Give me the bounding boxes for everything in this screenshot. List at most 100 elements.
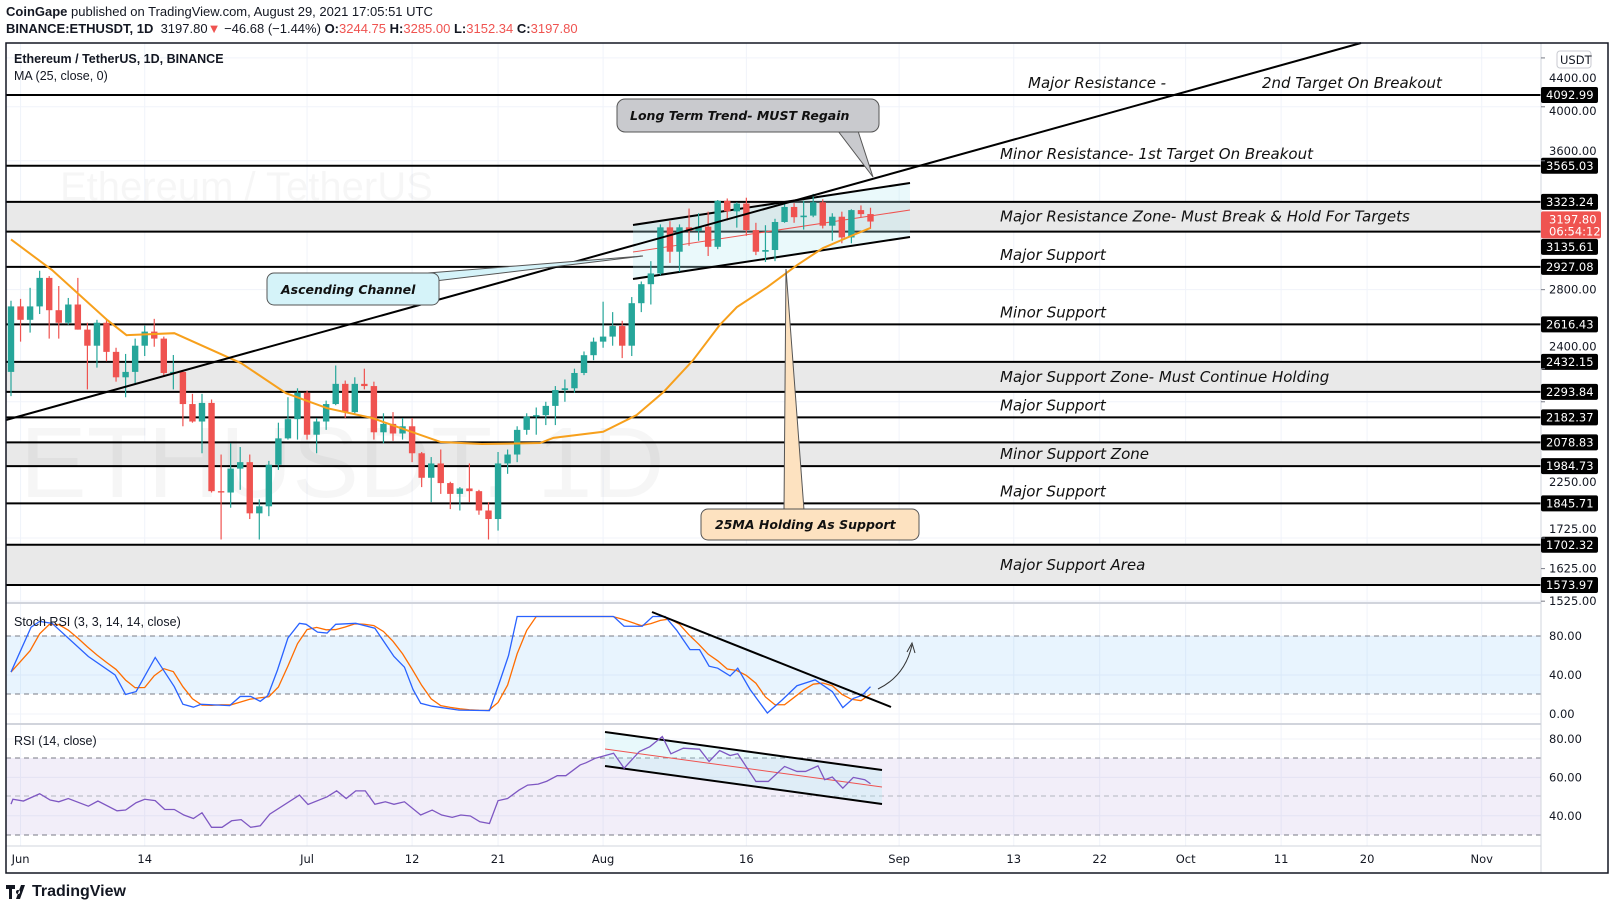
candle[interactable] [838, 211, 846, 244]
legend-ma[interactable]: MA (25, close, 0) [14, 69, 108, 83]
candle[interactable] [810, 193, 817, 218]
candle[interactable] [647, 261, 655, 305]
candle[interactable] [256, 499, 263, 540]
stoch-drawings[interactable] [651, 611, 916, 708]
candle[interactable] [437, 449, 444, 494]
candle[interactable] [351, 377, 358, 415]
candle[interactable] [666, 221, 674, 263]
currency-button-box[interactable] [1556, 50, 1592, 69]
candle[interactable] [237, 447, 244, 490]
candle[interactable] [198, 393, 206, 454]
time-axis[interactable]: Jun 14 Jul 12 21 Aug 16 Sep 13 22 Oct 11 20 Nov [11, 852, 1494, 866]
candle[interactable] [580, 351, 588, 376]
candle[interactable] [55, 286, 62, 339]
candle[interactable] [714, 200, 721, 250]
candle[interactable] [790, 203, 798, 223]
candle[interactable] [628, 297, 635, 357]
candle[interactable] [7, 300, 15, 397]
candle[interactable] [160, 336, 167, 377]
candle[interactable] [189, 393, 196, 423]
rsi-line[interactable] [10, 735, 871, 829]
candle[interactable] [284, 397, 292, 440]
candle[interactable] [179, 370, 187, 427]
channel-lower-line[interactable] [632, 236, 911, 280]
callout-25ma-support[interactable]: 25MA Holding As Support [700, 268, 920, 541]
candle[interactable] [494, 452, 502, 531]
candle[interactable] [475, 489, 483, 515]
breakout-arrow[interactable] [877, 644, 913, 690]
candle[interactable] [84, 322, 91, 390]
candle[interactable] [523, 413, 530, 435]
candle[interactable] [619, 320, 626, 359]
candle[interactable] [466, 463, 473, 503]
candle[interactable] [303, 390, 311, 440]
rsi-channel-lower[interactable] [604, 765, 883, 805]
candle[interactable] [638, 281, 645, 313]
candle[interactable] [275, 422, 282, 470]
candle[interactable] [542, 401, 549, 426]
candle[interactable] [781, 203, 788, 223]
candle[interactable] [848, 209, 855, 244]
stoch-rsi-legend[interactable]: Stoch RSI (3, 3, 14, 14, close) [14, 615, 181, 629]
candle[interactable] [322, 400, 330, 430]
candle[interactable] [571, 368, 578, 393]
stoch-d-line[interactable] [10, 615, 871, 712]
stoch-down-trend-line[interactable] [651, 611, 892, 708]
candle[interactable] [112, 347, 120, 382]
candle[interactable] [485, 502, 492, 540]
candle[interactable] [857, 205, 865, 218]
stoch-k-line[interactable] [10, 615, 871, 714]
candle[interactable] [93, 319, 101, 368]
candle[interactable] [65, 297, 72, 325]
candle[interactable] [26, 287, 34, 333]
candle[interactable] [599, 301, 607, 348]
price-axis[interactable]: 80.00 40.00 0.00 80.00 60.00 40.00 4092.99 3565… [1540, 43, 1608, 873]
candle[interactable] [561, 379, 569, 402]
candle[interactable] [103, 319, 110, 362]
candle[interactable] [504, 449, 511, 474]
candle[interactable] [829, 213, 836, 241]
candle[interactable] [361, 368, 368, 390]
candle[interactable] [819, 199, 826, 229]
candle[interactable] [380, 413, 387, 444]
tradingview-logo[interactable]: TradingView [6, 883, 126, 901]
candle[interactable] [208, 399, 215, 493]
channel-upper-line[interactable] [632, 182, 911, 226]
candle[interactable] [389, 412, 397, 441]
candle[interactable] [590, 337, 597, 361]
candle[interactable] [867, 207, 874, 229]
candle[interactable] [246, 454, 253, 520]
candle[interactable] [456, 487, 464, 511]
rsi-channel-upper[interactable] [604, 731, 883, 771]
ma25-line[interactable] [10, 227, 871, 446]
callout-long-term-trend[interactable]: Long Term Trend- MUST Regain [616, 98, 880, 178]
long-term-trend-line[interactable] [5, 42, 1362, 421]
candle[interactable] [752, 222, 760, 256]
candle[interactable] [657, 224, 664, 276]
candle[interactable] [332, 365, 339, 406]
candle[interactable] [447, 481, 454, 510]
candle[interactable] [227, 443, 234, 508]
candle[interactable] [724, 198, 731, 221]
candle[interactable] [418, 452, 425, 488]
candle[interactable] [428, 457, 435, 503]
candle[interactable] [36, 270, 43, 315]
candle[interactable] [122, 353, 129, 398]
candle[interactable] [771, 218, 779, 262]
candle[interactable] [533, 407, 540, 435]
candle[interactable] [313, 417, 320, 454]
candle[interactable] [74, 277, 82, 330]
candle[interactable] [743, 197, 750, 236]
candle[interactable] [704, 211, 712, 256]
rsi-legend[interactable]: RSI (14, close) [14, 734, 97, 748]
candle[interactable] [800, 200, 807, 230]
candle[interactable] [46, 276, 53, 339]
candle[interactable] [141, 325, 148, 357]
candle[interactable] [131, 338, 139, 385]
candle[interactable] [265, 460, 273, 517]
candle[interactable] [151, 318, 158, 347]
candle[interactable] [370, 381, 378, 440]
currency-button[interactable]: USDT [1556, 50, 1593, 69]
candle[interactable] [17, 298, 24, 342]
